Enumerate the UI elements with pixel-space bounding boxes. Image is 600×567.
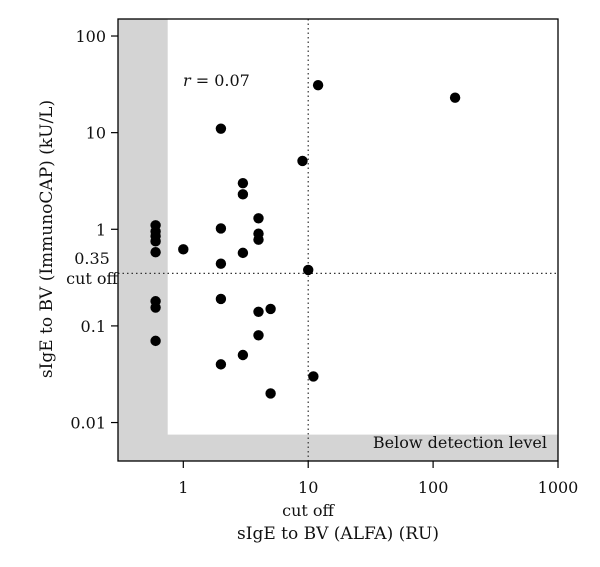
- data-point: [312, 79, 324, 91]
- y-tick-label: 0.01: [70, 414, 106, 433]
- y-axis-title: sIgE to BV (ImmunoCAP) (kU/L): [37, 100, 57, 378]
- data-point: [215, 293, 227, 305]
- data-point: [237, 349, 249, 361]
- data-point: [253, 213, 264, 224]
- data-point: [253, 306, 264, 317]
- data-point: [265, 303, 276, 315]
- data-point: [253, 234, 264, 245]
- data-point: [178, 244, 189, 255]
- correlation-label: r = 0.07: [183, 71, 250, 90]
- data-point: [150, 335, 161, 347]
- data-point: [265, 388, 276, 399]
- data-point: [215, 223, 227, 234]
- data-point: [253, 330, 264, 341]
- correlation-value: = 0.07: [191, 71, 250, 90]
- x-tick-label: 1: [178, 478, 188, 497]
- data-point: [215, 258, 227, 269]
- y-tick-label: 100: [75, 27, 106, 46]
- reference-lines: [118, 19, 558, 461]
- data-point: [150, 236, 161, 247]
- correlation-r-symbol: r: [183, 71, 192, 90]
- y-cutoff-value-label: 0.35: [74, 249, 110, 268]
- data-points: [150, 79, 461, 399]
- detection-shade-bottom: [118, 434, 558, 461]
- data-point: [297, 155, 308, 167]
- y-tick-label: 10: [86, 124, 106, 143]
- data-point: [150, 246, 161, 258]
- data-point: [215, 123, 227, 134]
- data-point: [215, 359, 227, 370]
- data-point: [303, 264, 314, 276]
- x-tick-label: 10: [298, 478, 318, 497]
- y-axis: 0.01 0.1 1 10 100: [70, 27, 118, 433]
- data-point: [237, 189, 249, 200]
- data-point: [150, 302, 161, 313]
- plot-frame: [117, 18, 559, 462]
- x-axis: 1 10 100 1000: [178, 461, 578, 497]
- data-point: [237, 177, 249, 189]
- x-cutoff-label: cut off: [282, 501, 335, 520]
- x-axis-title: sIgE to BV (ALFA) (RU): [237, 524, 439, 544]
- below-detection-label: Below detection level: [373, 433, 547, 452]
- y-cutoff-label: cut off: [66, 269, 119, 288]
- x-tick-label: 100: [418, 478, 449, 497]
- y-tick-label: 1: [96, 220, 106, 239]
- data-point: [449, 92, 461, 103]
- x-tick-label: 1000: [538, 478, 579, 497]
- data-point: [308, 371, 319, 382]
- data-point: [237, 247, 249, 259]
- y-tick-label: 0.1: [81, 317, 106, 336]
